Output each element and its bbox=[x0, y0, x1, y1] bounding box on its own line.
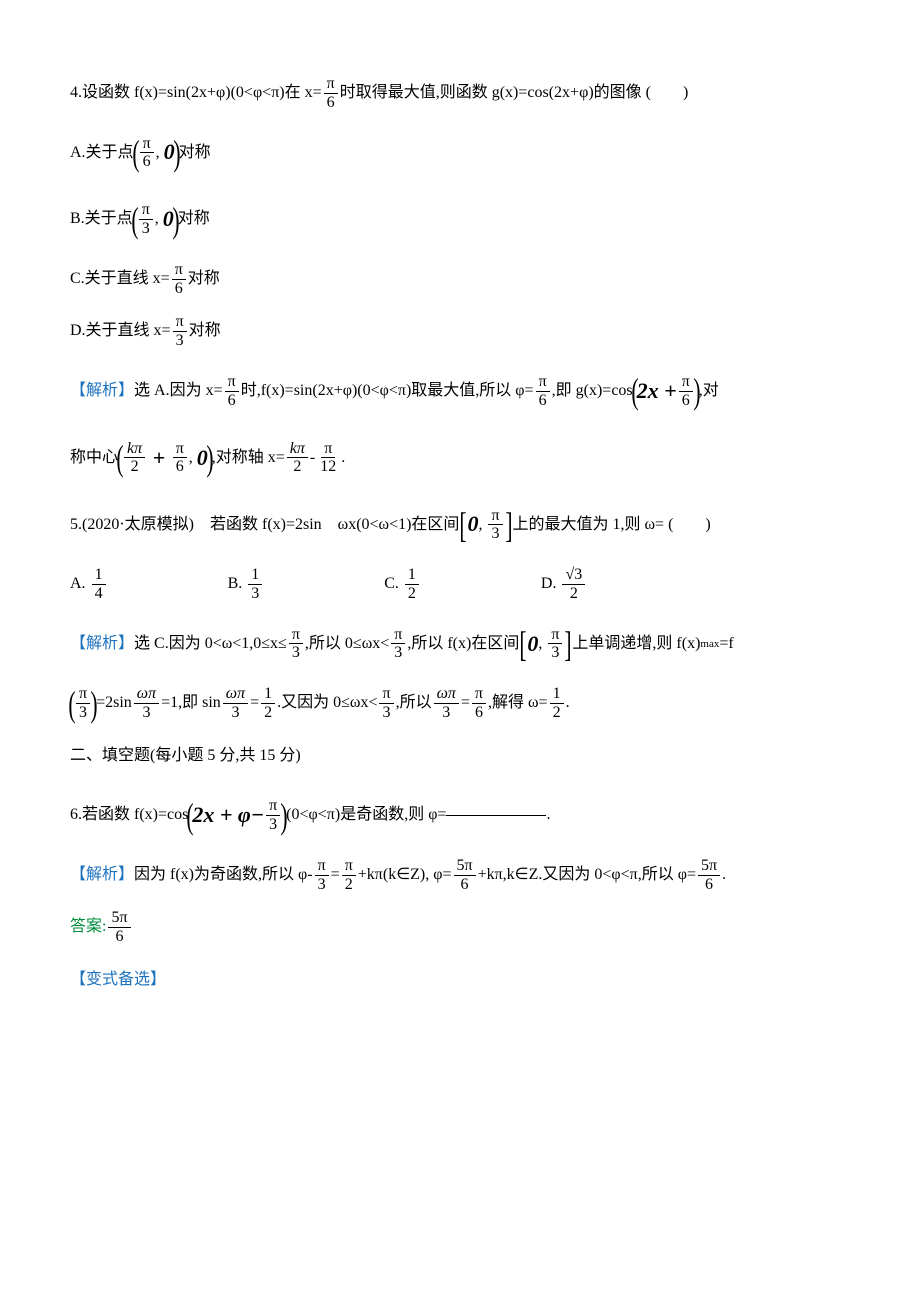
fill-blank bbox=[446, 815, 546, 816]
q4-solution-line2: 称中心 ( kπ 2 + π 6 , 0 ) ,对称轴 x= kπ 2 - π … bbox=[70, 432, 850, 485]
lparen-icon: ( bbox=[132, 135, 139, 171]
rparen-icon: ) bbox=[90, 686, 97, 722]
solution-label: 【解析】 bbox=[70, 856, 134, 894]
variant-heading: 【变式备选】 bbox=[70, 961, 850, 999]
frac-pi-6: π 6 bbox=[140, 135, 154, 171]
solution-label: 【解析】 bbox=[70, 625, 134, 663]
solution-label: 【解析】 bbox=[70, 372, 134, 410]
q5-stem: 5.(2020·太原模拟) 若函数 f(x)=2sin ωx(0<ω<1)在区间… bbox=[70, 498, 850, 551]
q5-solution-line1: 【解析】 选 C.因为 0<ω<1,0≤x≤ π 3 ,所以 0≤ωx< π 3… bbox=[70, 618, 850, 671]
q4-option-d: D.关于直线 x= π 3 对称 bbox=[70, 312, 850, 350]
lbracket-icon: [ bbox=[520, 626, 527, 662]
rparen-icon: ) bbox=[281, 798, 288, 834]
lparen-icon: ( bbox=[68, 686, 75, 722]
q5-option-a: A. 1 4 bbox=[70, 565, 108, 603]
q4-stem-a: 4.设函数 f(x)=sin(2x+φ)(0<φ<π)在 x= bbox=[70, 74, 322, 112]
q5-solution-line2: ( π 3 ) =2sin ωπ 3 =1,即 sin ωπ 3 = 1 2 .… bbox=[70, 684, 850, 722]
lparen-icon: ( bbox=[116, 440, 123, 476]
section-2-heading: 二、填空题(每小题 5 分,共 15 分) bbox=[70, 737, 850, 775]
q4-option-a: A.关于点 ( π 6 , 0 ) 对称 bbox=[70, 126, 850, 179]
frac-pi-3: π 3 bbox=[173, 313, 187, 349]
frac-pi-6: π 6 bbox=[324, 75, 338, 111]
rparen-icon: ) bbox=[693, 373, 700, 409]
q4-option-b: B.关于点 ( π 3 , 0 ) 对称 bbox=[70, 193, 850, 246]
rparen-icon: ) bbox=[173, 135, 180, 171]
lbracket-icon: [ bbox=[460, 507, 467, 543]
answer-label: 答案: bbox=[70, 908, 106, 946]
rbracket-icon: ] bbox=[505, 507, 512, 543]
lparen-icon: ( bbox=[631, 373, 638, 409]
q5-option-d: D. √3 2 bbox=[541, 565, 587, 603]
q4-solution-line1: 【解析】 选 A.因为 x= π 6 时,f(x)=sin(2x+φ)(0<φ<… bbox=[70, 365, 850, 418]
q4-stem-b: 时取得最大值,则函数 g(x)=cos(2x+φ)的图像 ( ) bbox=[340, 74, 689, 112]
q5-options: A. 1 4 B. 1 3 C. 1 2 D. √3 2 bbox=[70, 565, 850, 603]
q6-answer: 答案: 5π 6 bbox=[70, 908, 850, 946]
rbracket-icon: ] bbox=[565, 626, 572, 662]
lparen-icon: ( bbox=[131, 202, 138, 238]
rparen-icon: ) bbox=[172, 202, 179, 238]
q5-option-c: C. 1 2 bbox=[384, 565, 421, 603]
q4-stem: 4.设函数 f(x)=sin(2x+φ)(0<φ<π)在 x= π 6 时取得最… bbox=[70, 74, 850, 112]
rparen-icon: ) bbox=[206, 440, 213, 476]
lparen-icon: ( bbox=[187, 798, 194, 834]
q5-option-b: B. 1 3 bbox=[228, 565, 265, 603]
frac-pi-6: π 6 bbox=[172, 261, 186, 297]
frac-pi-3: π 3 bbox=[139, 201, 153, 237]
q6-stem: 6.若函数 f(x)=cos ( 2x + φ− π 3 ) (0<φ<π)是奇… bbox=[70, 789, 850, 842]
q6-solution-line: 【解析】 因为 f(x)为奇函数,所以 φ- π 3 = π 2 +kπ(k∈Z… bbox=[70, 856, 850, 894]
q4-option-c: C.关于直线 x= π 6 对称 bbox=[70, 260, 850, 298]
